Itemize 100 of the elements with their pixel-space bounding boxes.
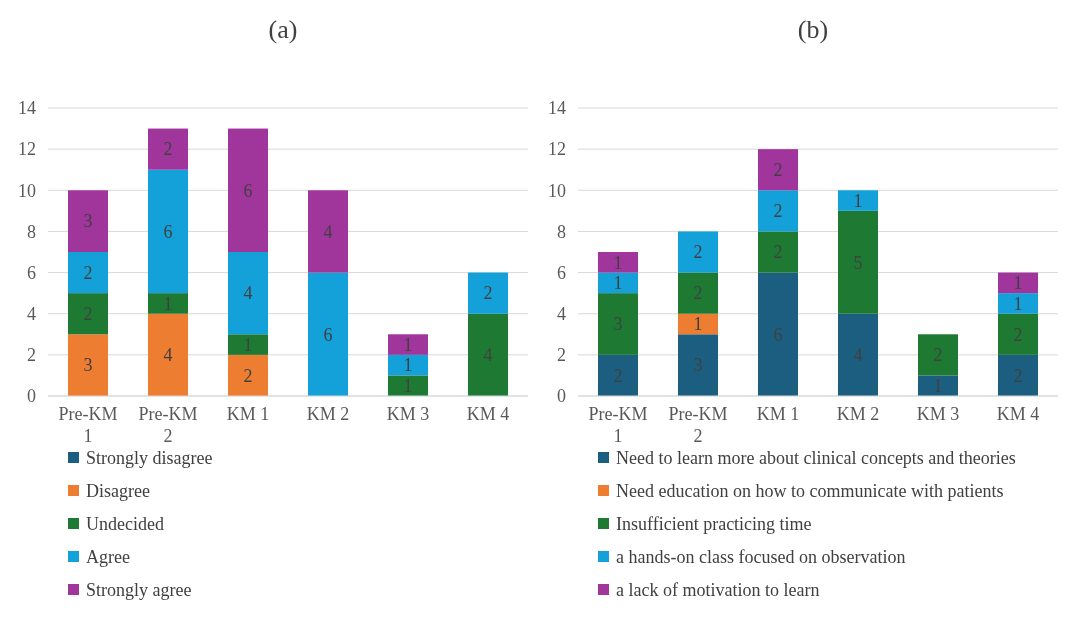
data-label: 2 xyxy=(693,242,703,263)
bar xyxy=(148,169,188,294)
data-label: 6 xyxy=(243,180,253,201)
y-tick-label: 8 xyxy=(557,221,566,242)
y-tick-label: 4 xyxy=(27,304,36,325)
data-label: 1 xyxy=(613,273,623,294)
x-tick-label: KM 1 xyxy=(756,404,800,424)
data-label: 6 xyxy=(163,221,173,242)
y-tick-label: 6 xyxy=(27,262,36,283)
x-tick-label: KM 3 xyxy=(386,404,430,424)
bar xyxy=(228,128,268,252)
bar xyxy=(388,334,428,355)
legend-label: Undecided xyxy=(86,514,164,535)
bar xyxy=(598,293,638,355)
data-label: 4 xyxy=(483,345,493,366)
bar xyxy=(598,272,638,294)
data-label: 2 xyxy=(83,304,93,325)
bar xyxy=(148,128,188,170)
bar xyxy=(998,354,1038,396)
data-label: 2 xyxy=(483,283,493,304)
bar xyxy=(758,272,798,396)
bar xyxy=(228,354,268,396)
data-label: 6 xyxy=(323,324,333,345)
data-label: 2 xyxy=(773,160,783,181)
data-label: 5 xyxy=(853,252,863,273)
chart-title: (b) xyxy=(797,15,829,44)
data-label: 2 xyxy=(613,365,623,386)
legend-label: Disagree xyxy=(86,481,150,502)
bar xyxy=(758,190,798,232)
data-label: 1 xyxy=(403,376,413,397)
y-tick-label: 6 xyxy=(557,262,566,283)
x-tick-label: KM 4 xyxy=(996,404,1040,424)
data-label: 3 xyxy=(83,355,93,376)
legend-label: Insufficient practicing time xyxy=(616,514,812,535)
bar xyxy=(68,334,108,396)
data-label: 4 xyxy=(853,345,863,366)
bar xyxy=(68,293,108,335)
y-tick-label: 2 xyxy=(27,345,36,366)
data-label: 1 xyxy=(243,334,253,355)
x-tick-label: Pre-KM 1 xyxy=(588,404,648,446)
data-label: 2 xyxy=(1013,365,1023,386)
legend-label: Need education on how to communicate with patients xyxy=(616,481,1004,502)
bar xyxy=(598,354,638,396)
data-label: 1 xyxy=(693,314,703,335)
bar xyxy=(918,375,958,396)
x-tick-label: Pre-KM 2 xyxy=(138,404,198,446)
x-tick-label: KM 2 xyxy=(836,404,880,424)
bar xyxy=(148,313,188,396)
bar xyxy=(758,231,798,273)
bar xyxy=(468,272,508,314)
data-label: 2 xyxy=(1013,324,1023,345)
x-tick-label: KM 2 xyxy=(306,404,350,424)
data-label: 2 xyxy=(933,345,943,366)
data-label: 2 xyxy=(243,365,253,386)
bar xyxy=(68,190,108,252)
data-label: 4 xyxy=(163,345,173,366)
data-label: 1 xyxy=(853,190,863,211)
data-label: 1 xyxy=(163,293,173,314)
data-label: 1 xyxy=(613,252,623,273)
x-tick-label: Pre-KM 2 xyxy=(668,404,728,446)
bar xyxy=(388,375,428,396)
data-label: 3 xyxy=(693,355,703,376)
y-tick-label: 14 xyxy=(18,98,36,119)
y-tick-label: 2 xyxy=(557,345,566,366)
data-label: 4 xyxy=(323,221,333,242)
bar xyxy=(598,252,638,273)
y-tick-label: 14 xyxy=(548,98,566,119)
bar xyxy=(678,272,718,314)
chart-title: (a) xyxy=(268,15,298,44)
bar xyxy=(388,354,428,376)
data-label: 3 xyxy=(613,314,623,335)
data-label: 1 xyxy=(403,355,413,376)
bar xyxy=(998,293,1038,314)
data-label: 2 xyxy=(163,139,173,160)
x-tick-label: KM 1 xyxy=(226,404,270,424)
bar xyxy=(308,272,348,396)
data-label: 3 xyxy=(83,211,93,232)
data-label: 2 xyxy=(83,262,93,283)
bar xyxy=(998,313,1038,355)
data-label: 1 xyxy=(933,376,943,397)
data-label: 6 xyxy=(773,324,783,345)
bar xyxy=(918,334,958,376)
bar xyxy=(308,190,348,273)
x-tick-label: KM 4 xyxy=(466,404,510,424)
bar xyxy=(68,252,108,294)
legend-label: Agree xyxy=(86,547,130,568)
bar xyxy=(998,272,1038,294)
legend-label: Strongly agree xyxy=(86,580,192,601)
y-tick-label: 0 xyxy=(557,386,566,407)
bar xyxy=(468,313,508,396)
data-label: 2 xyxy=(773,242,783,263)
bar xyxy=(838,190,878,211)
bar xyxy=(228,252,268,335)
data-label: 2 xyxy=(773,201,783,222)
x-tick-label: Pre-KM 1 xyxy=(58,404,118,446)
y-tick-label: 4 xyxy=(557,304,566,325)
bar xyxy=(678,313,718,335)
y-tick-label: 12 xyxy=(548,139,566,160)
legend-label: a lack of motivation to learn xyxy=(616,580,820,601)
data-label: 1 xyxy=(1013,273,1023,294)
